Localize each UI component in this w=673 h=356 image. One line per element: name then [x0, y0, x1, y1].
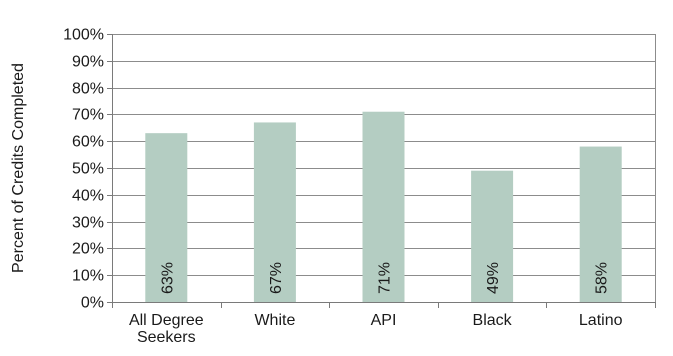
x-category-label: Seekers — [137, 329, 196, 346]
y-axis-tick-labels: 0% 10% 20% 30% 40% 50% 60% 70% 80% 90% 100% — [63, 27, 104, 312]
data-label: 67% — [268, 262, 285, 294]
x-category-label: All Degree — [129, 312, 204, 329]
y-tick-label: 100% — [63, 27, 104, 44]
x-category-label: White — [254, 312, 295, 329]
bar — [579, 146, 622, 302]
data-label: 63% — [159, 262, 176, 294]
bar — [145, 133, 188, 302]
y-tick-label: 50% — [72, 161, 104, 178]
x-category-label: API — [371, 312, 397, 329]
x-category-label: Black — [473, 312, 513, 329]
y-axis-title: Percent of Credits Completed — [10, 63, 27, 273]
data-label: 58% — [594, 262, 611, 294]
y-tick-label: 70% — [72, 107, 104, 124]
y-tick-label: 90% — [72, 54, 104, 71]
bar — [362, 111, 405, 302]
y-tick-label: 60% — [72, 134, 104, 151]
bar — [253, 122, 296, 302]
data-label: 49% — [485, 262, 502, 294]
data-label: 71% — [377, 262, 394, 294]
bars: 63% 67% 71% 49% 58% — [145, 111, 622, 302]
y-tick-label: 40% — [72, 188, 104, 205]
y-tick-label: 30% — [72, 215, 104, 232]
y-tick-label: 10% — [72, 268, 104, 285]
y-tick-label: 80% — [72, 81, 104, 98]
x-category-label: Latino — [579, 312, 623, 329]
bar — [471, 170, 514, 302]
axes — [107, 34, 656, 308]
y-tick-label: 0% — [81, 295, 104, 312]
y-tick-label: 20% — [72, 241, 104, 258]
